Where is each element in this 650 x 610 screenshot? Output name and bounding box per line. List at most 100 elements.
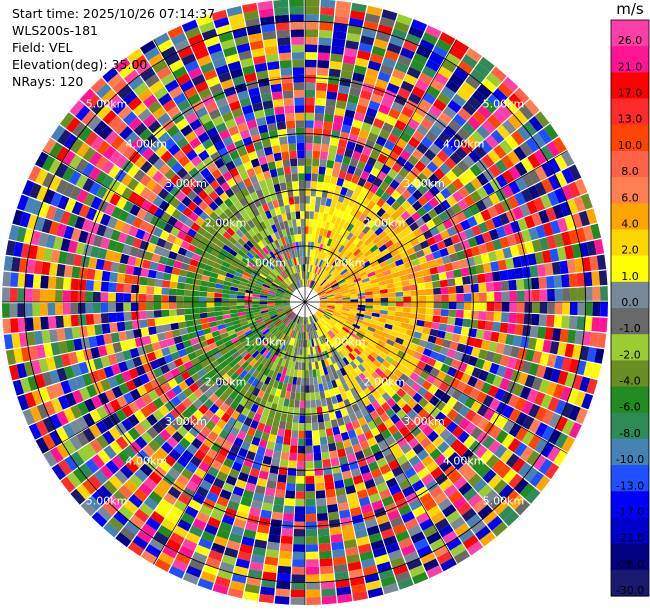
velocity-gate	[280, 358, 287, 367]
velocity-gate	[74, 375, 86, 389]
velocity-gate	[357, 50, 371, 61]
velocity-gate	[182, 339, 192, 349]
velocity-gate	[480, 449, 494, 464]
velocity-gate	[344, 109, 356, 119]
velocity-gate	[344, 446, 355, 456]
velocity-gate	[24, 303, 33, 317]
velocity-gate	[306, 597, 321, 605]
velocity-gate	[289, 284, 296, 291]
velocity-gate	[112, 251, 122, 263]
velocity-gate	[401, 511, 415, 523]
velocity-gate	[320, 335, 326, 344]
velocity-gate	[263, 236, 271, 245]
velocity-gate	[236, 302, 245, 306]
velocity-gate	[415, 217, 426, 228]
velocity-gate	[254, 429, 263, 439]
velocity-gate	[244, 364, 253, 373]
velocity-gate	[235, 511, 249, 522]
velocity-gate	[35, 420, 49, 437]
velocity-gate	[333, 290, 342, 294]
velocity-gate	[320, 0, 336, 9]
velocity-gate	[284, 319, 291, 326]
velocity-gate	[279, 374, 286, 383]
velocity-gate	[153, 245, 164, 256]
velocity-gate	[185, 461, 198, 474]
velocity-gate	[319, 390, 326, 400]
velocity-gate	[282, 304, 291, 307]
velocity-gate	[467, 216, 478, 228]
velocity-gate	[216, 240, 226, 249]
velocity-gate	[192, 343, 202, 352]
velocity-gate	[313, 314, 319, 321]
velocity-gate	[89, 181, 102, 196]
velocity-gate	[535, 406, 548, 422]
velocity-gate	[246, 25, 262, 36]
velocity-gate	[229, 302, 237, 306]
velocity-gate	[466, 454, 480, 468]
velocity-gate	[144, 251, 154, 261]
velocity-gate	[91, 454, 105, 469]
velocity-gate	[322, 366, 329, 376]
velocity-gate	[432, 315, 441, 323]
velocity-gate	[546, 141, 561, 157]
velocity-gate	[209, 403, 220, 414]
velocity-gate	[108, 282, 117, 293]
velocity-gate	[102, 67, 119, 83]
velocity-gate	[206, 307, 215, 313]
velocity-gate	[406, 387, 417, 398]
velocity-gate	[505, 453, 520, 468]
velocity-gate	[417, 386, 428, 397]
velocity-gate	[419, 240, 430, 250]
velocity-gate	[269, 335, 277, 344]
velocity-gate	[334, 153, 344, 163]
velocity-gate	[176, 474, 190, 487]
velocity-gate	[390, 346, 400, 355]
velocity-gate	[16, 194, 29, 211]
velocity-gate	[278, 254, 285, 263]
velocity-gate	[511, 457, 526, 473]
velocity-gate	[279, 182, 287, 191]
velocity-gate	[225, 325, 235, 332]
velocity-gate	[497, 82, 513, 98]
velocity-gate	[191, 74, 206, 86]
velocity-gate	[281, 213, 288, 222]
velocity-gate	[285, 490, 296, 499]
velocity-gate	[417, 184, 429, 196]
velocity-gate	[267, 394, 275, 403]
velocity-gate	[343, 374, 351, 383]
velocity-gate	[467, 96, 482, 110]
velocity-gate	[267, 302, 275, 304]
velocity-gate	[256, 205, 265, 215]
velocity-gate	[439, 32, 456, 46]
velocity-gate	[348, 352, 356, 361]
velocity-gate	[454, 277, 464, 286]
velocity-gate	[217, 323, 226, 331]
velocity-gate	[270, 241, 278, 250]
velocity-gate	[268, 324, 276, 331]
velocity-gate	[495, 342, 506, 355]
velocity-gate	[189, 426, 201, 438]
velocity-gate	[168, 143, 181, 156]
velocity-gate	[264, 487, 276, 497]
velocity-gate	[337, 502, 350, 512]
velocity-gate	[195, 544, 210, 557]
velocity-gate	[192, 518, 207, 531]
velocity-gate	[485, 282, 495, 292]
velocity-gate	[305, 491, 316, 499]
velocity-gate	[540, 442, 555, 458]
velocity-gate	[140, 405, 152, 418]
velocity-gate	[432, 435, 445, 448]
velocity-gate	[370, 167, 381, 178]
velocity-gate	[371, 312, 380, 318]
velocity-gate	[235, 330, 245, 337]
velocity-gate	[214, 576, 231, 588]
velocity-gate	[142, 362, 153, 373]
velocity-gate	[445, 385, 456, 397]
velocity-gate	[133, 410, 146, 423]
velocity-gate	[328, 511, 340, 521]
velocity-gate	[198, 393, 209, 404]
velocity-gate	[417, 449, 429, 461]
velocity-gate	[60, 380, 72, 395]
velocity-gate	[253, 313, 262, 319]
velocity-gate	[436, 370, 447, 381]
